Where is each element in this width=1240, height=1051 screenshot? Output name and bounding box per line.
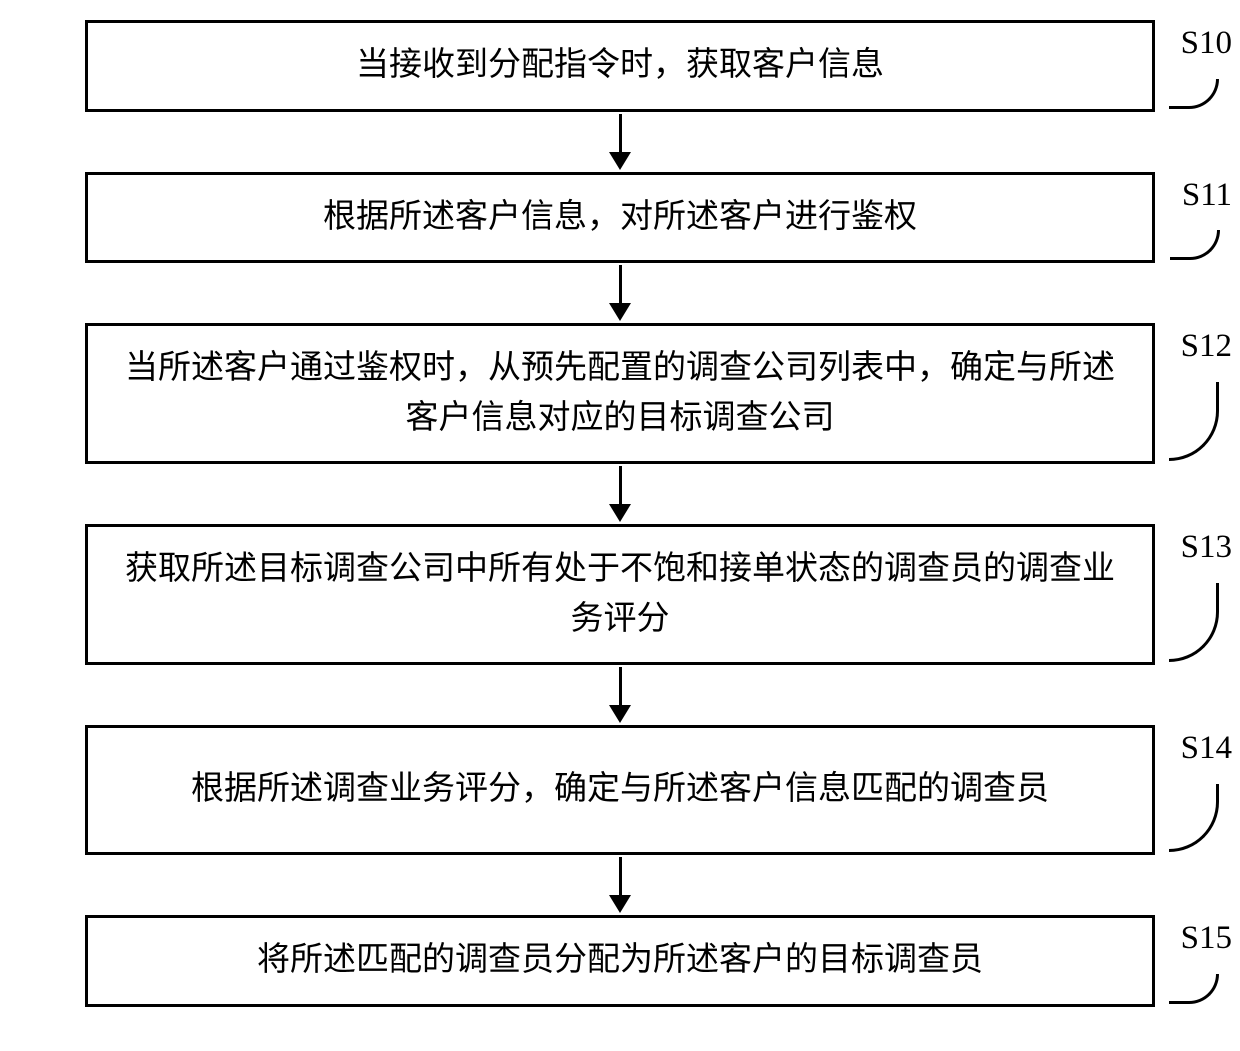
step-row-s12: 当所述客户通过鉴权时，从预先配置的调查公司列表中，确定与所述客户信息对应的目标调…	[20, 323, 1220, 464]
arrow-s10-s11	[609, 114, 631, 170]
arrow-line	[619, 265, 622, 303]
arrow-head-icon	[609, 152, 631, 170]
flowchart-container: 当接收到分配指令时，获取客户信息 S10 根据所述客户信息，对所述客户进行鉴权 …	[20, 20, 1220, 1007]
step-text: 根据所述调查业务评分，确定与所述客户信息匹配的调查员	[191, 765, 1049, 815]
step-row-s15: 将所述匹配的调查员分配为所述客户的目标调查员 S15	[20, 915, 1220, 1007]
step-box-s13: 获取所述目标调查公司中所有处于不饱和接单状态的调查员的调查业务评分 S13	[85, 524, 1155, 665]
arrow-s13-s14	[609, 667, 631, 723]
step-box-s12: 当所述客户通过鉴权时，从预先配置的调查公司列表中，确定与所述客户信息对应的目标调…	[85, 323, 1155, 464]
step-row-s11: 根据所述客户信息，对所述客户进行鉴权 S11	[20, 172, 1220, 264]
arrow-line	[619, 466, 622, 504]
connector-curve	[1170, 230, 1220, 260]
connector-curve	[1169, 583, 1219, 663]
step-label: S10	[1181, 19, 1232, 69]
arrow-line	[619, 667, 622, 705]
arrow-head-icon	[609, 705, 631, 723]
arrow-line	[619, 114, 622, 152]
arrow-head-icon	[609, 504, 631, 522]
label-wrap-s10: S10	[1171, 23, 1232, 109]
step-row-s10: 当接收到分配指令时，获取客户信息 S10	[20, 20, 1220, 112]
arrow-s14-s15	[609, 857, 631, 913]
step-box-s14: 根据所述调查业务评分，确定与所述客户信息匹配的调查员 S14	[85, 725, 1155, 855]
step-label: S14	[1181, 724, 1232, 774]
connector-curve	[1169, 79, 1219, 109]
label-wrap-s13: S13	[1171, 527, 1232, 662]
label-wrap-s11: S11	[1172, 175, 1232, 261]
arrow-head-icon	[609, 895, 631, 913]
label-wrap-s12: S12	[1171, 326, 1232, 461]
label-wrap-s15: S15	[1171, 918, 1232, 1004]
step-row-s14: 根据所述调查业务评分，确定与所述客户信息匹配的调查员 S14	[20, 725, 1220, 855]
arrow-s12-s13	[609, 466, 631, 522]
label-wrap-s14: S14	[1171, 728, 1232, 852]
step-label: S15	[1181, 914, 1232, 964]
connector-curve	[1169, 382, 1219, 462]
connector-curve	[1169, 974, 1219, 1004]
step-box-s15: 将所述匹配的调查员分配为所述客户的目标调查员 S15	[85, 915, 1155, 1007]
step-text: 将所述匹配的调查员分配为所述客户的目标调查员	[257, 936, 983, 986]
step-row-s13: 获取所述目标调查公司中所有处于不饱和接单状态的调查员的调查业务评分 S13	[20, 524, 1220, 665]
step-text: 根据所述客户信息，对所述客户进行鉴权	[323, 193, 917, 243]
step-label: S11	[1182, 171, 1232, 221]
step-text: 获取所述目标调查公司中所有处于不饱和接单状态的调查员的调查业务评分	[118, 545, 1122, 644]
connector-curve	[1169, 784, 1219, 853]
step-box-s10: 当接收到分配指令时，获取客户信息 S10	[85, 20, 1155, 112]
arrow-head-icon	[609, 303, 631, 321]
arrow-s11-s12	[609, 265, 631, 321]
step-text: 当接收到分配指令时，获取客户信息	[356, 41, 884, 91]
step-box-s11: 根据所述客户信息，对所述客户进行鉴权 S11	[85, 172, 1155, 264]
arrow-line	[619, 857, 622, 895]
step-text: 当所述客户通过鉴权时，从预先配置的调查公司列表中，确定与所述客户信息对应的目标调…	[118, 344, 1122, 443]
step-label: S13	[1181, 523, 1232, 573]
step-label: S12	[1181, 322, 1232, 372]
